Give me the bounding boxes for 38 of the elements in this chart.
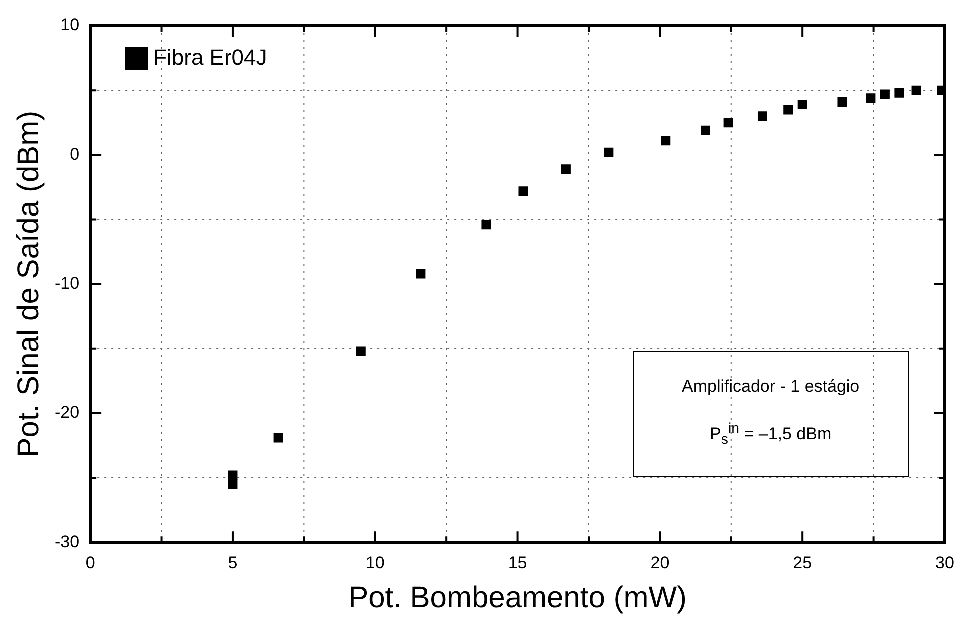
point (880, 90, 890, 100)
x-axis-title: Pot. Bombeamento (mW) (348, 581, 688, 614)
point (798, 100, 808, 110)
point (724, 118, 734, 128)
point (784, 105, 794, 115)
point (518, 186, 528, 196)
y-tick-label: -10 (54, 274, 80, 293)
point (838, 97, 848, 107)
legend-label: Fibra Er04J (154, 45, 268, 70)
x-tick-label: 5 (228, 553, 238, 572)
point (912, 86, 922, 96)
point (482, 220, 492, 230)
x-tick-label: 0 (86, 553, 96, 572)
point (274, 433, 284, 443)
point (604, 148, 614, 158)
point (661, 136, 671, 146)
y-axis-title: Pot. Sinal de Saída (dBm) (12, 110, 46, 458)
annotation: P$_{s}$$^{in}$ = –1,5 dBm (709, 420, 833, 450)
x-tick-label: 30 (936, 553, 954, 572)
x-tick-label: 20 (650, 553, 670, 572)
y-tick-label: -20 (54, 403, 80, 422)
point (228, 470, 238, 480)
point (701, 126, 711, 136)
point (356, 346, 366, 356)
x-tick-label: 10 (366, 553, 385, 572)
x-tick-label: 15 (508, 553, 528, 572)
x-tick-label: 25 (793, 553, 812, 572)
point (416, 269, 426, 279)
annotation: Amplificador - 1 estágio (681, 376, 861, 398)
point (561, 164, 571, 174)
point (894, 88, 904, 98)
y-tick-label: 10 (60, 16, 80, 35)
note-box: Amplificador - 1 estágio P$_{s}$$^{in}$ = –1,5 dBm (633, 351, 909, 476)
y-tick-label: -30 (54, 532, 80, 552)
point (866, 94, 876, 104)
point (228, 480, 238, 490)
point (758, 112, 768, 122)
y-tick-label: 0 (70, 144, 80, 164)
